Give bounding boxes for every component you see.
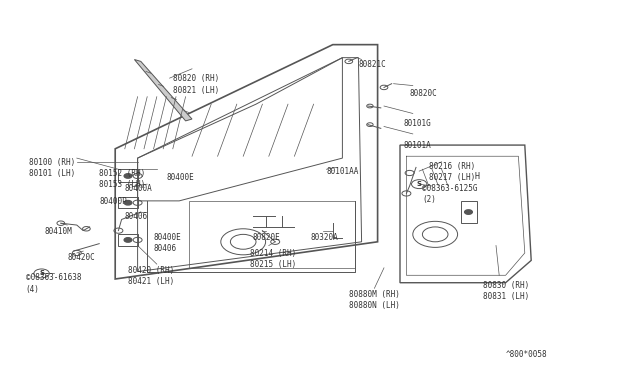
Text: 80420C: 80420C bbox=[67, 253, 95, 262]
Text: 80100 (RH)
80101 (LH): 80100 (RH) 80101 (LH) bbox=[29, 158, 75, 178]
Text: 80400P: 80400P bbox=[99, 197, 127, 206]
Circle shape bbox=[124, 174, 132, 178]
Text: S: S bbox=[39, 270, 44, 276]
Text: 80820C: 80820C bbox=[410, 89, 437, 98]
Text: H: H bbox=[475, 172, 480, 181]
Text: ^800*0058: ^800*0058 bbox=[506, 350, 547, 359]
Text: 80410M: 80410M bbox=[45, 227, 72, 236]
Text: 80821C: 80821C bbox=[358, 60, 386, 68]
Text: 80400E: 80400E bbox=[166, 173, 194, 182]
Text: S: S bbox=[417, 181, 422, 187]
Text: 80101AA: 80101AA bbox=[326, 167, 359, 176]
Text: 80880M (RH)
80880N (LH): 80880M (RH) 80880N (LH) bbox=[349, 290, 399, 310]
Text: 80830 (RH)
80831 (LH): 80830 (RH) 80831 (LH) bbox=[483, 281, 529, 301]
Polygon shape bbox=[134, 60, 192, 121]
Text: ©08363-6125G
(2): ©08363-6125G (2) bbox=[422, 184, 478, 204]
Text: 80152 (RH)
80153 (LH): 80152 (RH) 80153 (LH) bbox=[99, 169, 145, 189]
Circle shape bbox=[465, 210, 472, 214]
Text: 80214 (RH)
80215 (LH): 80214 (RH) 80215 (LH) bbox=[250, 249, 296, 269]
Text: 80820E: 80820E bbox=[253, 232, 280, 241]
Text: ©08363-61638
(4): ©08363-61638 (4) bbox=[26, 273, 81, 294]
Text: 80320A: 80320A bbox=[310, 232, 338, 241]
Circle shape bbox=[124, 238, 132, 242]
Circle shape bbox=[124, 201, 132, 205]
Text: 80101G: 80101G bbox=[403, 119, 431, 128]
Text: 80216 (RH)
80217 (LH): 80216 (RH) 80217 (LH) bbox=[429, 162, 475, 182]
Text: 80406: 80406 bbox=[125, 212, 148, 221]
Text: 80101A: 80101A bbox=[403, 141, 431, 150]
Text: 80400E
80406: 80400E 80406 bbox=[154, 232, 181, 253]
Text: 80420 (RH)
80421 (LH): 80420 (RH) 80421 (LH) bbox=[128, 266, 174, 286]
Text: 80820 (RH)
80821 (LH): 80820 (RH) 80821 (LH) bbox=[173, 74, 219, 94]
Text: 80400A: 80400A bbox=[125, 184, 152, 193]
